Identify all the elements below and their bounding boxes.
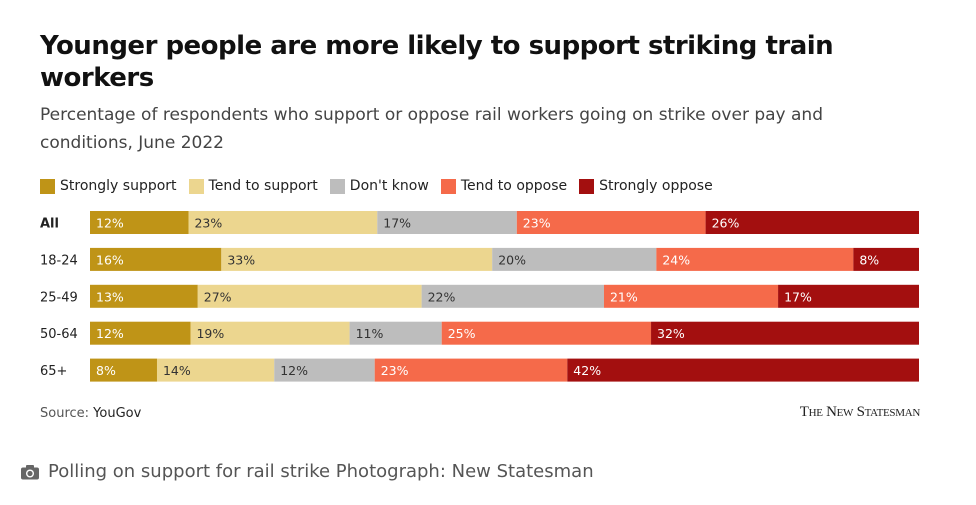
data-label: 33% [227, 252, 255, 267]
bar-segment [441, 321, 652, 345]
publisher-logo: The New Statesman [799, 404, 921, 420]
bar-segment [377, 211, 517, 234]
chart-title: Younger people are more likely to suppor… [40, 31, 834, 93]
data-label: 25% [448, 326, 476, 341]
data-label: 22% [428, 289, 456, 304]
legend-label: Strongly support [60, 178, 177, 194]
legend-item: Strongly oppose [579, 178, 713, 194]
bar-segment [567, 358, 919, 382]
data-label: 13% [96, 289, 124, 304]
legend-item: Tend to oppose [440, 178, 568, 194]
legend-item: Strongly support [40, 178, 177, 194]
data-label: 42% [573, 363, 601, 378]
bar-segment [221, 247, 493, 271]
bar-segment [421, 284, 604, 308]
legend-label: Strongly oppose [599, 178, 713, 194]
data-label: 26% [712, 216, 740, 231]
source-label: Source: [40, 406, 90, 421]
data-label: 27% [204, 289, 232, 304]
bar-segment [374, 358, 568, 382]
bar-segment [274, 358, 375, 382]
bar-segment [853, 247, 919, 271]
legend: Strongly support Tend to support Don't kno… [40, 176, 725, 196]
camera-icon [20, 464, 40, 480]
data-label: 8% [96, 363, 116, 378]
legend-label: Tend to oppose [460, 178, 568, 194]
bar-segment [90, 247, 222, 271]
data-label: 23% [194, 216, 222, 231]
legend-swatch [188, 178, 204, 194]
source-value: YouGov [93, 406, 142, 421]
data-label: 17% [784, 289, 812, 304]
data-label: 12% [96, 326, 124, 341]
image-caption: Polling on support for rail strike Photo… [20, 461, 594, 482]
bar-segment [90, 284, 198, 308]
bar-segment [90, 358, 157, 382]
chart-subtitle: Percentage of respondents who support or… [40, 105, 823, 153]
bar-segment [90, 321, 191, 345]
data-label: 11% [356, 326, 384, 341]
bar-segment [190, 321, 350, 345]
bar-segment [90, 211, 189, 234]
bar-segment [492, 247, 657, 271]
data-label: 24% [662, 252, 690, 267]
category-label: All [40, 217, 59, 232]
legend-label: Tend to support [208, 178, 318, 194]
legend-swatch [329, 178, 345, 194]
legend-item: Don't know [329, 178, 429, 194]
category-label: 50-64 [40, 327, 78, 342]
data-label: 20% [498, 252, 526, 267]
data-label: 12% [96, 216, 124, 231]
bar-segment [188, 211, 378, 234]
bar-segment [516, 211, 706, 234]
data-label: 17% [383, 216, 411, 231]
data-label: 23% [523, 216, 551, 231]
data-label: 8% [859, 252, 879, 267]
data-label: 23% [381, 363, 409, 378]
category-label: 65+ [40, 364, 67, 379]
legend-swatch [440, 178, 456, 194]
bar-segment [651, 321, 919, 345]
legend-swatch [579, 178, 595, 194]
data-label: 14% [163, 363, 191, 378]
bar-segment [778, 284, 919, 308]
bar-segment [349, 321, 442, 345]
bar-segment [197, 284, 422, 308]
source-note: Source: YouGov [40, 406, 141, 421]
data-label: 16% [96, 252, 124, 267]
data-label: 21% [610, 289, 638, 304]
data-label: 19% [196, 326, 224, 341]
bar-segment [656, 247, 854, 271]
category-label: 25-49 [40, 290, 78, 305]
legend-swatch [40, 178, 55, 194]
legend-label: Don't know [349, 178, 429, 194]
data-label: 32% [657, 326, 685, 341]
category-label: 18-24 [40, 253, 78, 268]
bar-segment [705, 211, 919, 234]
caption-text: Polling on support for rail strike Photo… [48, 461, 594, 482]
bar-segment [156, 358, 275, 382]
legend-item: Tend to support [188, 178, 318, 194]
bar-segment [603, 284, 779, 308]
data-label: 12% [280, 363, 308, 378]
